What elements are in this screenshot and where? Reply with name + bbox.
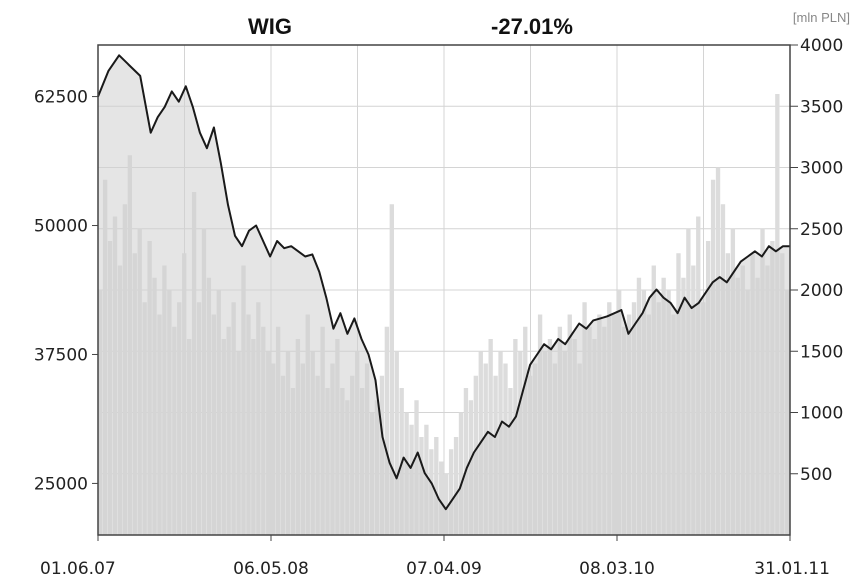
volume-bar: [384, 326, 390, 535]
series-line: [97, 54, 790, 511]
left-tick-label: 50000: [34, 217, 88, 237]
volume-bar: [394, 351, 399, 535]
left-tick-label: 37500: [34, 345, 88, 365]
volume-bar: [444, 473, 449, 535]
right-tick-label: 3000: [800, 159, 843, 179]
left-axis: 25000 37500 50000 62500: [34, 88, 98, 494]
volume-bar: [434, 437, 439, 535]
right-tick-label: 500: [800, 465, 832, 485]
right-tick-label: 1000: [800, 404, 843, 424]
volume-bar: [448, 449, 454, 535]
x-tick-label: 06.05.08: [233, 559, 309, 579]
right-axis: 500 1000 1500 2000 2500 3000 3500 4000: [790, 36, 843, 485]
chart-title: WIG: [248, 14, 292, 39]
volume-bar: [389, 204, 394, 535]
volume-bar: [458, 412, 464, 535]
volume-bar: [463, 388, 469, 535]
index-area-fill: [98, 55, 790, 536]
right-tick-label: 4000: [800, 36, 843, 56]
x-tick-label: 31.01.11: [754, 559, 830, 579]
right-tick-label: 2500: [800, 220, 843, 240]
volume-bar: [439, 461, 444, 535]
unit-label: [mln PLN]: [793, 10, 850, 25]
right-tick-label: 2000: [800, 281, 843, 301]
chart-subtitle: -27.01%: [491, 14, 573, 39]
left-tick-label: 25000: [34, 474, 88, 494]
x-tick-label: 01.06.07: [40, 559, 116, 579]
volume-bar: [453, 437, 459, 535]
x-tick-label: 08.03.10: [579, 559, 655, 579]
index-area: [98, 55, 790, 536]
index-line: [97, 54, 790, 511]
right-tick-label: 1500: [800, 342, 843, 362]
right-tick-label: 3500: [800, 97, 843, 117]
left-tick-label: 62500: [34, 88, 88, 108]
x-axis: 01.06.07 06.05.08 07.04.09 08.03.10 31.01.11: [40, 535, 830, 579]
x-tick-label: 07.04.09: [406, 559, 482, 579]
